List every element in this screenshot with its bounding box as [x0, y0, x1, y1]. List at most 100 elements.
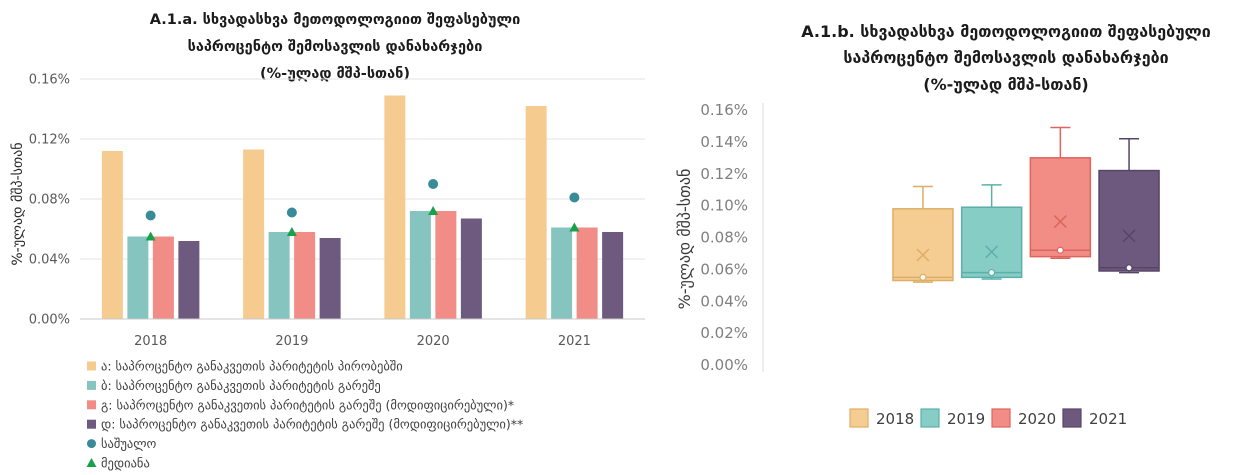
chart-a-bar-chart: A.1.a. სხვადასხვა მეთოდოლოგიით შეფასებულ… [10, 12, 645, 471]
bar [101, 151, 123, 319]
mean-marker [428, 179, 439, 189]
mean-marker [916, 248, 930, 262]
legend-item: გ: საპროცენტო განაკვეთის პარიტეტის გარეშ… [87, 397, 514, 412]
bar [152, 236, 174, 319]
mean-marker [145, 210, 156, 221]
chart-b-plot-area: 0.00% 0.02% 0.04% 0.06% 0.08% 0.10% 0.12% 0.14%… [700, 101, 1160, 374]
chart-b-box-plot: A.1.b. სხვადასხვა მეთოდოლოგიით შეფასებულ… [675, 22, 1211, 428]
bar [384, 95, 406, 319]
chart-b-y-axis-label: %-ულად მშპ-სთან [675, 169, 694, 310]
median-marker [286, 227, 297, 236]
chart-a-title-line-3: (%-ულად მშპ-სთან) [260, 66, 410, 82]
bar [178, 241, 200, 319]
bar [525, 106, 547, 319]
legend-label: დ: საპროცენტო განაკვეთის პარიტეტის გარეშ… [101, 417, 523, 432]
legend-swatch [87, 419, 96, 429]
y-tick-label: 0.16% [700, 101, 748, 119]
legend-swatch [87, 361, 96, 371]
mean-marker [569, 192, 580, 203]
legend-label: 2019 [947, 410, 985, 428]
y-tick-label: 0.00% [29, 313, 70, 328]
legend-item: 2018 [849, 408, 914, 428]
data-point [919, 273, 927, 281]
legend-label: საშუალო [101, 436, 157, 451]
x-tick-label: 2019 [275, 334, 308, 349]
chart-b-legend: 2018 2019 2020 2021 [849, 408, 1127, 428]
chart-a-title-line-2: საპროცენტო შემოსავლის დანახარჯები [188, 39, 483, 55]
data-point [988, 268, 996, 277]
legend-label: 2020 [1018, 410, 1056, 428]
mean-marker [1053, 215, 1067, 229]
y-tick-label: 0.04% [700, 292, 748, 310]
box-2019 [960, 184, 1023, 280]
y-tick-label: 0.16% [29, 73, 70, 88]
x-tick-label: 2020 [417, 334, 450, 349]
chart-b-title-line-1: A.1.b. სხვადასხვა მეთოდოლოგიით შეფასებულ… [801, 22, 1211, 41]
y-tick-label: 0.12% [29, 133, 70, 148]
chart-a-title-line-1: A.1.a. სხვადასხვა მეთოდოლოგიით შეფასებულ… [150, 12, 521, 28]
legend-item: საშუალო [87, 436, 157, 451]
legend-swatch [991, 408, 1011, 428]
legend-label: ა: საპროცენტო განაკვეთის პარიტეტის პირობ… [101, 359, 403, 374]
median-marker [569, 222, 580, 232]
bar [243, 149, 265, 319]
box-2018 [892, 185, 954, 283]
bar [268, 232, 290, 319]
box-body [1029, 157, 1092, 258]
median-marker [428, 206, 439, 215]
legend-label: გ: საპროცენტო განაკვეთის პარიტეტის გარეშ… [101, 397, 514, 412]
mean-marker [286, 207, 297, 218]
legend-swatch [1062, 408, 1082, 428]
legend-item: 2019 [920, 408, 985, 428]
x-tick-label: 2018 [134, 334, 167, 349]
chart-b-title-line-2: საპროცენტო შემოსავლის დანახარჯები [843, 48, 1168, 67]
chart-a-plot-area: 0.00% 0.04% 0.08% 0.12% 0.16% 2018 2019 2020 202… [29, 73, 645, 349]
chart-a-legend: ა: საპროცენტო განაკვეთის პარიტეტის პირობ… [86, 359, 523, 471]
bar [576, 227, 598, 319]
legend-item: 2021 [1062, 408, 1127, 428]
legend-item: 2020 [991, 408, 1056, 428]
x-tick-label: 2021 [558, 334, 591, 349]
data-point [1056, 246, 1064, 254]
chart-b-title-line-3: (%-ულად მშპ-სთან) [923, 75, 1088, 94]
bar [127, 236, 149, 319]
legend-item: ბ: საპროცენტო განაკვეთის პარიტეტის გარეშ… [87, 378, 381, 393]
y-tick-label: 0.12% [700, 165, 748, 183]
y-tick-label: 0.08% [700, 229, 748, 247]
mean-marker [1122, 229, 1136, 243]
box-2021 [1098, 137, 1160, 274]
bar [409, 211, 431, 319]
legend-item: ა: საპროცენტო განაკვეთის პარიტეტის პირობ… [87, 359, 403, 374]
y-tick-label: 0.14% [700, 133, 748, 151]
bar [435, 211, 457, 319]
legend-swatch [87, 380, 96, 390]
legend-label: 2018 [876, 410, 914, 428]
mean-marker [985, 245, 999, 259]
legend-swatch [87, 439, 96, 449]
legend-swatch [86, 458, 97, 467]
bar [551, 227, 573, 319]
legend-label: 2021 [1089, 410, 1127, 428]
median-marker [145, 231, 156, 241]
chart-a-y-axis-label: %-ულად მშპ-სთან [10, 142, 26, 265]
legend-label: ბ: საპროცენტო განაკვეთის პარიტეტის გარეშ… [101, 378, 381, 393]
data-point [1125, 264, 1133, 272]
legend-item: დ: საპროცენტო განაკვეთის პარიტეტის გარეშ… [87, 417, 523, 432]
bar [319, 238, 341, 319]
y-tick-label: 0.08% [29, 193, 70, 208]
legend-label: მედიანა [101, 456, 150, 471]
bar [460, 218, 482, 319]
box-body [1098, 169, 1160, 272]
legend-swatch [87, 400, 96, 410]
box-body [892, 208, 954, 282]
y-tick-label: 0.06% [700, 260, 748, 278]
legend-swatch [849, 408, 869, 428]
bar [294, 232, 316, 319]
legend-swatch [920, 408, 940, 428]
legend-item: მედიანა [86, 456, 150, 471]
y-tick-label: 0.04% [29, 253, 70, 268]
y-tick-label: 0.00% [700, 356, 748, 374]
y-tick-label: 0.10% [700, 197, 748, 215]
y-tick-label: 0.02% [700, 324, 748, 342]
